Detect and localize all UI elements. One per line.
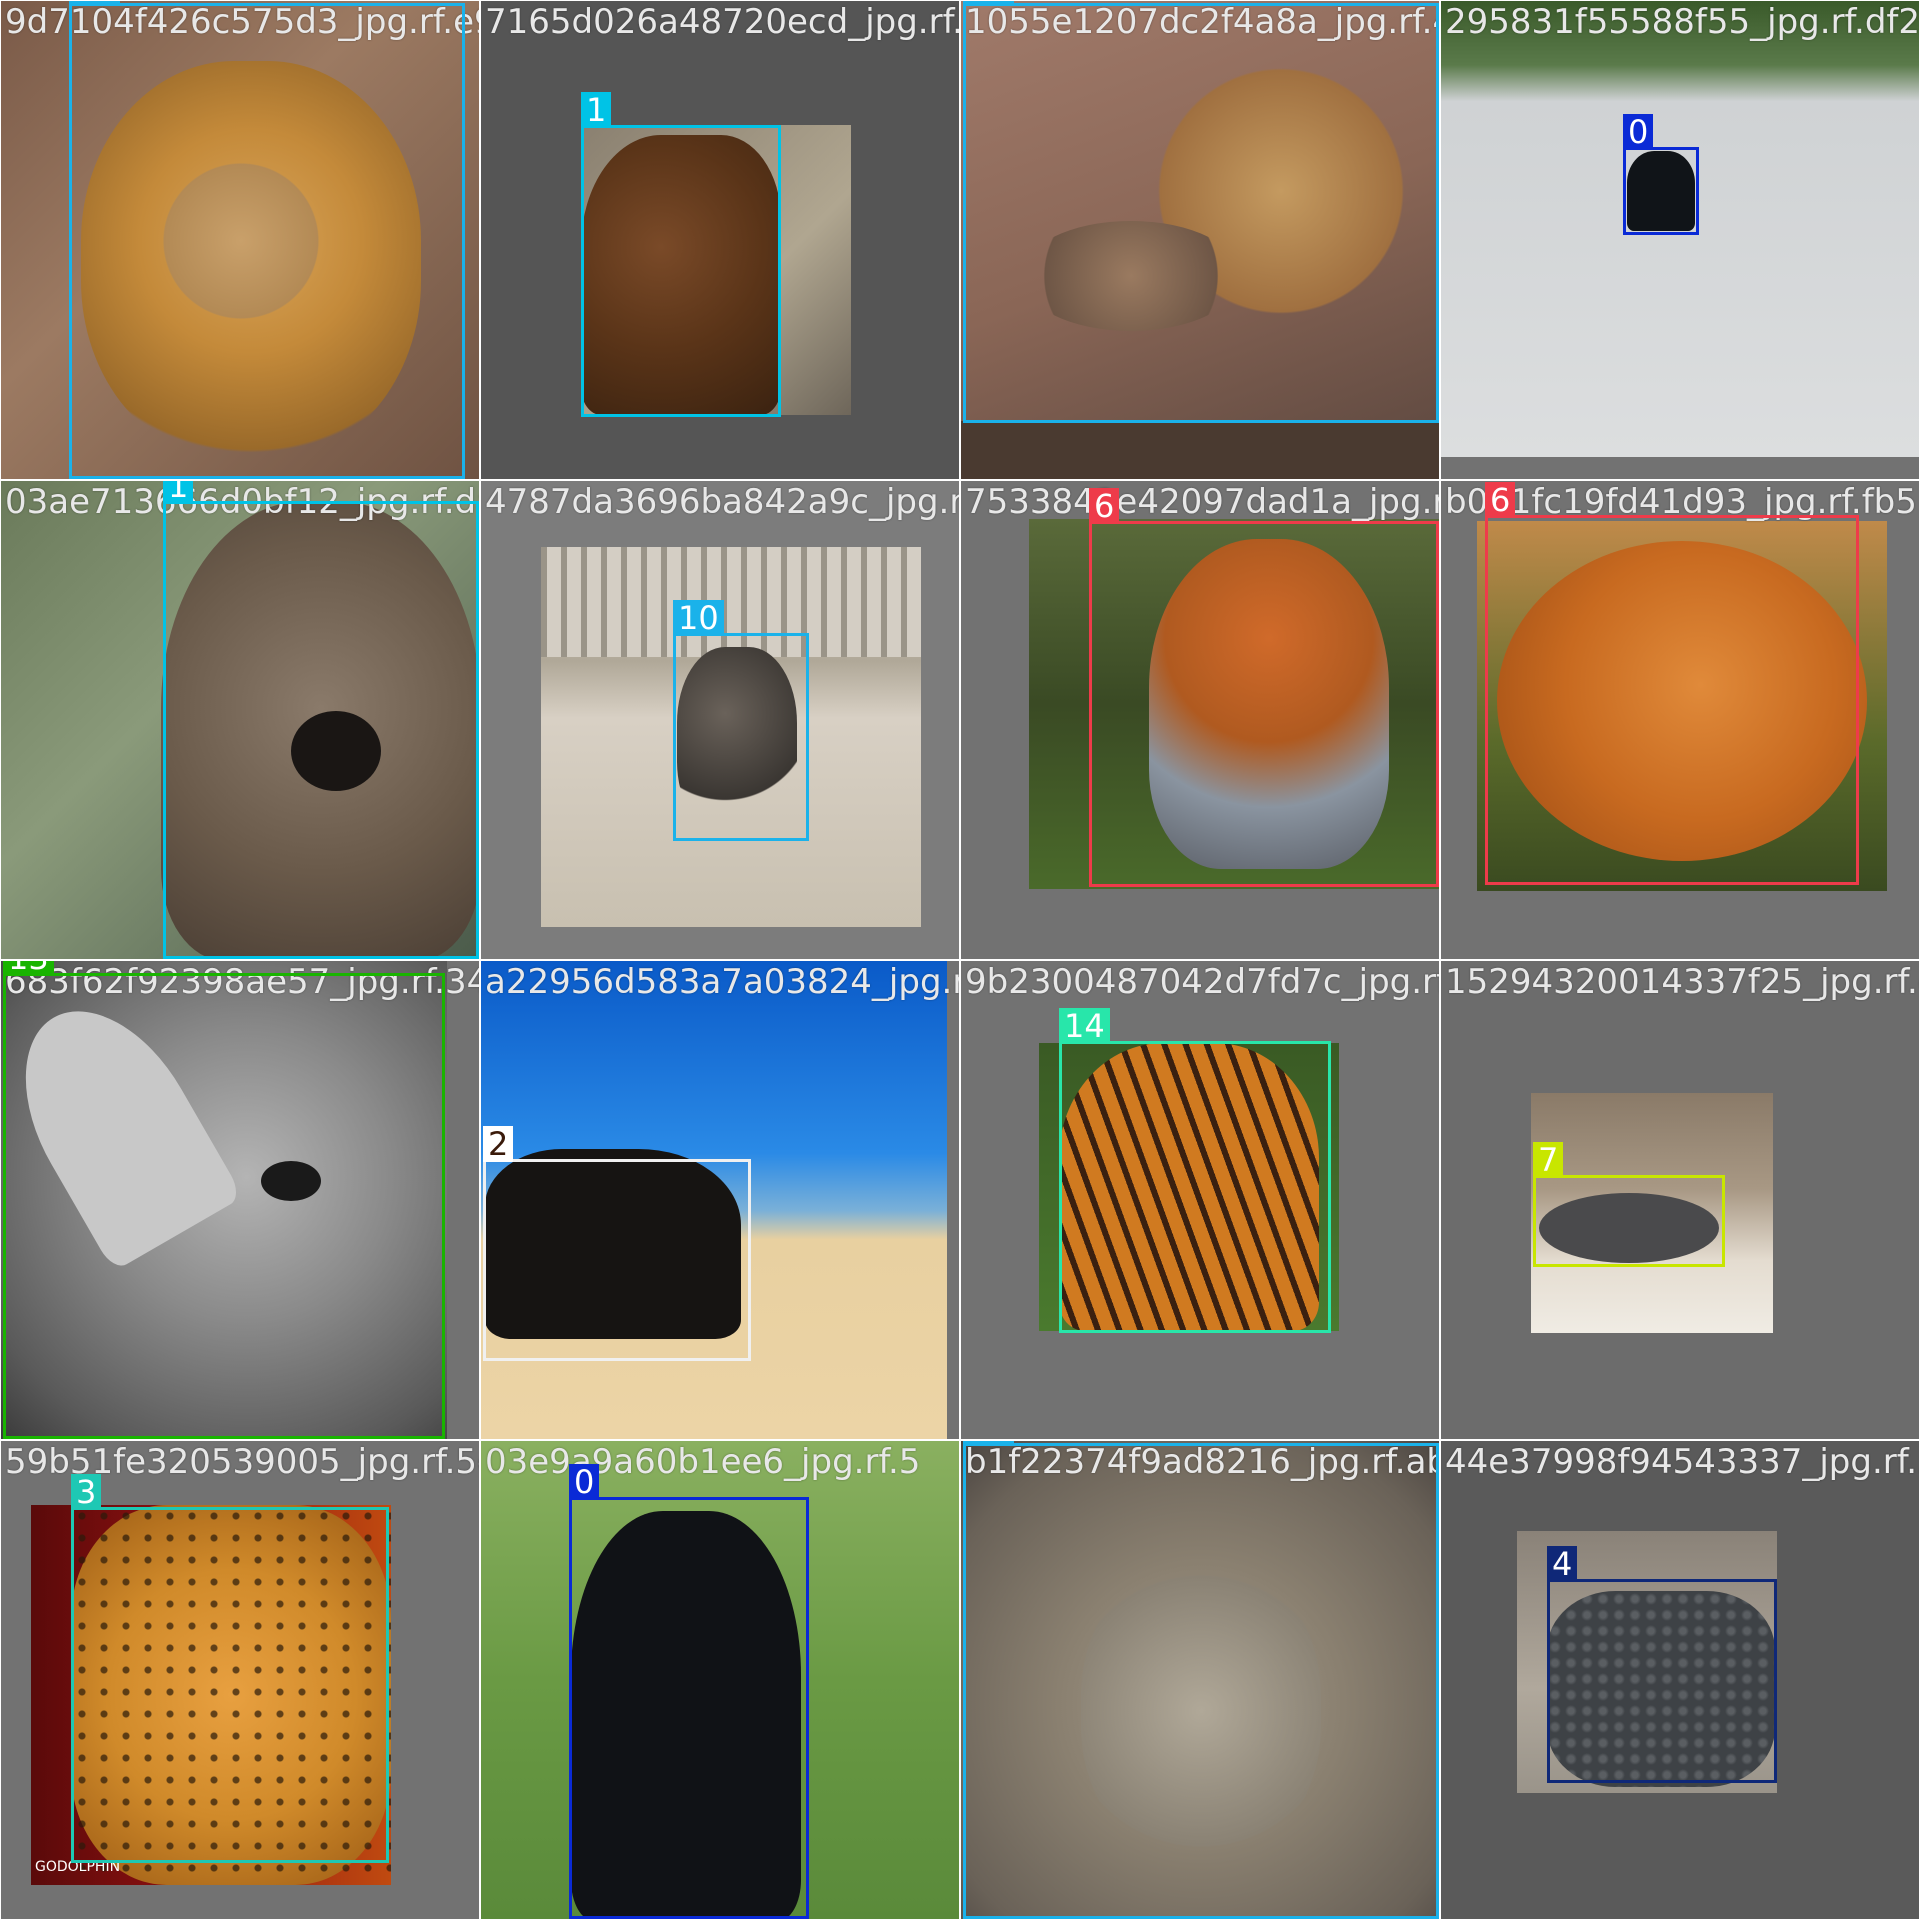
image-filename: 15294320014337f25_jpg.rf.e9 bbox=[1445, 962, 1920, 1002]
bounding-box: 10 bbox=[69, 1, 465, 479]
image-filename: 683f62f92398ae57_jpg.rf.34 bbox=[5, 962, 480, 1002]
fox-photo bbox=[1477, 521, 1887, 891]
crocodile-photo bbox=[1517, 1531, 1777, 1793]
mosaic-tile: b1f22374f9ad8216_jpg.rf.ab 10 bbox=[960, 1440, 1440, 1920]
image-filename: 7533843e42097dad1a_jpg.rf.528 bbox=[965, 482, 1439, 522]
class-label: 6 bbox=[1485, 482, 1516, 518]
bounding-box: 4 bbox=[1547, 1546, 1777, 1783]
image-filename: 44e37998f94543337_jpg.rf.59 bbox=[1445, 1442, 1920, 1482]
image-filename: b0b1fc19fd41d93_jpg.rf.fb5 bbox=[1445, 482, 1917, 522]
bounding-box: 13 bbox=[3, 961, 445, 1439]
class-label: 13 bbox=[3, 961, 54, 976]
lion-photo bbox=[961, 1, 1439, 479]
hippo-photo bbox=[1531, 1093, 1773, 1333]
class-label: 1 bbox=[581, 92, 612, 128]
mosaic-tile: 03e9a9a60b1ee6_jpg.rf.5 0 bbox=[480, 1440, 960, 1920]
lion-photo bbox=[541, 547, 921, 927]
class-label: 14 bbox=[1059, 1008, 1110, 1044]
class-label: 7 bbox=[1533, 1142, 1564, 1178]
bounding-box: 7 bbox=[1533, 1142, 1725, 1267]
mosaic-tile: b0b1fc19fd41d93_jpg.rf.fb5 6 bbox=[1440, 480, 1920, 960]
lion-photo bbox=[1, 1, 479, 479]
bear-photo bbox=[481, 1441, 959, 1919]
class-label: 1 bbox=[163, 481, 194, 504]
class-label: 6 bbox=[1089, 488, 1120, 524]
mosaic-tile: a22956d583a7a03824_jpg.rf.b9 2 bbox=[480, 960, 960, 1440]
image-filename: 9d7104f426c575d3_jpg.rf.e97165d026a48720 bbox=[5, 2, 479, 42]
mosaic-tile: 7165d026a48720ecd_jpg.rf.2 1 bbox=[480, 0, 960, 480]
mosaic-tile: 295831f55588f55_jpg.rf.df2 0 bbox=[1440, 0, 1920, 480]
class-label: 10 bbox=[963, 1, 1014, 6]
mosaic-tile: GODOLPHIN 59b51fe320539005_jpg.rf.5e 3 bbox=[0, 1440, 480, 1920]
mosaic-tile: 1055e1207dc2f4a8a_jpg.rf.49 10 bbox=[960, 0, 1440, 480]
bounding-box: 0 bbox=[1623, 114, 1699, 235]
fox-photo bbox=[1029, 519, 1439, 889]
image-filename: 295831f55588f55_jpg.rf.df2 bbox=[1445, 2, 1920, 42]
watermark-text: GODOLPHIN bbox=[35, 1859, 121, 1875]
image-filename: 7165d026a48720ecd_jpg.rf.2 bbox=[485, 2, 960, 42]
mosaic-tile: 683f62f92398ae57_jpg.rf.34 13 bbox=[0, 960, 480, 1440]
class-label: 2 bbox=[483, 1126, 514, 1162]
class-label: 10 bbox=[69, 1, 120, 6]
class-label: 4 bbox=[1547, 1546, 1578, 1582]
image-filename: 9b2300487042d7fd7c_jpg.rf.bf5 bbox=[965, 962, 1440, 1002]
bounding-box: 6 bbox=[1089, 488, 1439, 887]
class-label: 0 bbox=[569, 1464, 600, 1500]
bounding-box: 10 bbox=[963, 1, 1439, 423]
bounding-box: 0 bbox=[569, 1464, 809, 1919]
bounding-box: 6 bbox=[1485, 482, 1859, 885]
cheetah-photo bbox=[31, 1505, 391, 1885]
rhino-photo bbox=[1, 961, 447, 1439]
bounding-box: 1 bbox=[163, 481, 479, 959]
mosaic-tile: 44e37998f94543337_jpg.rf.59 4 bbox=[1440, 1440, 1920, 1920]
image-filename: b1f22374f9ad8216_jpg.rf.ab bbox=[965, 1442, 1440, 1482]
class-label: 10 bbox=[673, 600, 724, 636]
mosaic-tile: 9b2300487042d7fd7c_jpg.rf.bf5 14 bbox=[960, 960, 1440, 1440]
image-filename: a22956d583a7a03824_jpg.rf.b9 bbox=[485, 962, 959, 1002]
bounding-box: 14 bbox=[1059, 1008, 1331, 1333]
bounding-box: 2 bbox=[483, 1126, 751, 1361]
image-filename: 59b51fe320539005_jpg.rf.5e bbox=[5, 1442, 480, 1482]
mosaic-tile: 03ae713666d0bf12_jpg.rf.da 1 bbox=[0, 480, 480, 960]
bounding-box: 10 bbox=[673, 600, 809, 841]
road-photo bbox=[1441, 1, 1919, 457]
bear-photo bbox=[1, 481, 479, 959]
image-filename: 03e9a9a60b1ee6_jpg.rf.5 bbox=[485, 1442, 921, 1482]
bounding-box: 1 bbox=[581, 92, 781, 417]
mosaic-tile: 4787da3696ba842a9c_jpg.rf.07 10 bbox=[480, 480, 960, 960]
mosaic-tile: 15294320014337f25_jpg.rf.e9 7 bbox=[1440, 960, 1920, 1440]
bounding-box: 3 bbox=[71, 1474, 389, 1863]
tiger-photo bbox=[1039, 1043, 1339, 1331]
class-label: 3 bbox=[71, 1474, 102, 1510]
class-label: 0 bbox=[1623, 114, 1654, 150]
class-label: 10 bbox=[963, 1441, 1014, 1446]
mosaic-tile: 7533843e42097dad1a_jpg.rf.528 6 bbox=[960, 480, 1440, 960]
lion-photo bbox=[961, 1441, 1439, 1919]
image-filename: 1055e1207dc2f4a8a_jpg.rf.49 bbox=[965, 2, 1440, 42]
bear-photo bbox=[581, 125, 851, 415]
bounding-box: 10 bbox=[963, 1441, 1439, 1919]
mosaic-tile: 9d7104f426c575d3_jpg.rf.e97165d026a48720… bbox=[0, 0, 480, 480]
image-filename: 4787da3696ba842a9c_jpg.rf.07 bbox=[485, 482, 960, 522]
